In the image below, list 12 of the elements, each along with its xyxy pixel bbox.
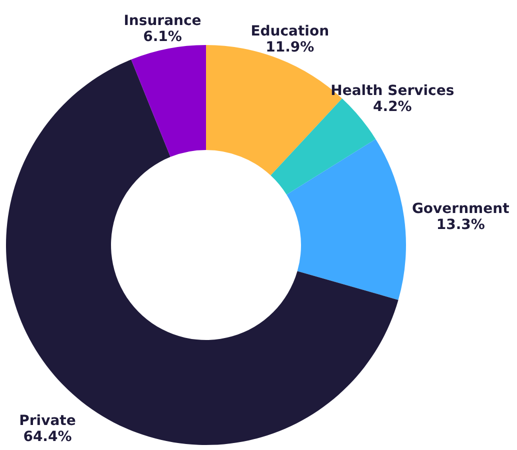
donut-slice [131,45,206,157]
slice-label: Health Services [330,83,454,100]
slice-label: Private [19,413,76,430]
slice-label: Government [412,201,510,218]
data-label: 6.1% [143,28,182,45]
data-label: 11.9% [266,39,314,56]
data-label: 13.3% [436,217,485,234]
slice-label: Insurance [124,12,202,29]
donut-slice [286,139,406,300]
slice-label: Education [250,23,330,40]
data-label: 4.2% [372,99,412,116]
data-label: 64.4% [23,429,72,446]
